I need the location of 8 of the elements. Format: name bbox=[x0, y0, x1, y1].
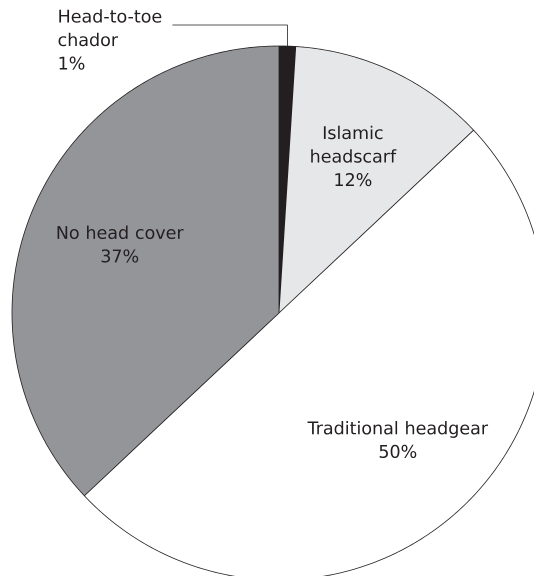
slice-label: Head-to-toe chador bbox=[58, 9, 162, 46]
data-label: 50% bbox=[380, 444, 416, 458]
slice-label: Islamic headscarf bbox=[311, 126, 396, 163]
data-label: 37% bbox=[102, 249, 138, 263]
slice-label: Traditional headgear bbox=[308, 420, 488, 438]
data-label: 12% bbox=[335, 173, 372, 186]
slice-label: No head cover bbox=[58, 226, 184, 240]
data-label: 1% bbox=[60, 56, 84, 70]
